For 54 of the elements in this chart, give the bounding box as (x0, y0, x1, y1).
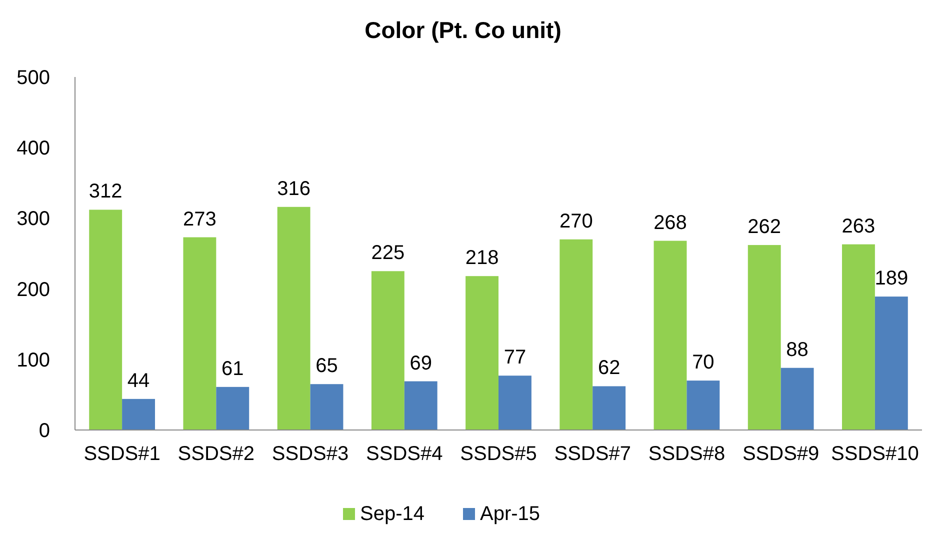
data-label: 189 (874, 268, 908, 290)
data-label: 44 (127, 370, 150, 392)
data-label: 65 (316, 355, 338, 378)
x-tick-label: SSDS#7 (554, 443, 631, 465)
y-tick-label: 300 (16, 208, 50, 230)
data-label: 268 (654, 212, 687, 234)
x-tick-label: SSDS#8 (648, 443, 726, 465)
y-tick-label: 100 (16, 349, 50, 372)
data-label: 218 (465, 247, 499, 270)
bar (466, 276, 498, 430)
data-label: 69 (410, 352, 432, 374)
bar (874, 296, 908, 430)
bar (371, 271, 404, 430)
x-tick-label: SSDS#4 (366, 443, 443, 465)
y-tick-label: 200 (16, 278, 50, 301)
data-label: 273 (183, 208, 216, 230)
data-label: 312 (88, 180, 122, 203)
data-label: 263 (842, 215, 876, 238)
bar (216, 386, 250, 430)
bar (310, 384, 344, 430)
bar (686, 380, 720, 430)
bar (560, 239, 593, 430)
bar (592, 386, 626, 430)
legend-label: Sep-14 (360, 503, 424, 525)
x-tick-label: SSDS#10 (831, 443, 919, 465)
y-tick-label: 400 (16, 138, 50, 160)
chart-title: Color (Pt. Co unit) (364, 17, 562, 43)
bar (498, 376, 532, 430)
data-label: 62 (598, 357, 620, 380)
x-tick-label: SSDS#1 (84, 443, 160, 465)
y-tick-label: 0 (38, 420, 50, 442)
x-tick-label: SSDS#3 (272, 443, 349, 465)
data-label: 262 (748, 216, 782, 238)
bar (748, 245, 781, 430)
bar (654, 240, 687, 430)
bar (277, 206, 310, 430)
legend-label: Apr-15 (480, 503, 540, 525)
bar (183, 237, 216, 430)
data-label: 225 (371, 242, 405, 264)
data-label: 61 (222, 358, 244, 380)
data-label: 316 (277, 178, 310, 200)
bar (404, 381, 438, 430)
bar (842, 244, 875, 430)
bar (122, 398, 155, 430)
bar (89, 210, 122, 430)
x-tick-label: SSDS#9 (742, 443, 820, 465)
data-label: 77 (504, 346, 526, 369)
data-label: 70 (692, 352, 714, 374)
data-label: 270 (559, 210, 593, 232)
x-tick-label: SSDS#5 (460, 443, 537, 465)
data-label: 88 (786, 338, 808, 361)
x-tick-label: SSDS#2 (178, 443, 255, 465)
bar (780, 368, 814, 430)
y-tick-label: 500 (16, 67, 50, 89)
